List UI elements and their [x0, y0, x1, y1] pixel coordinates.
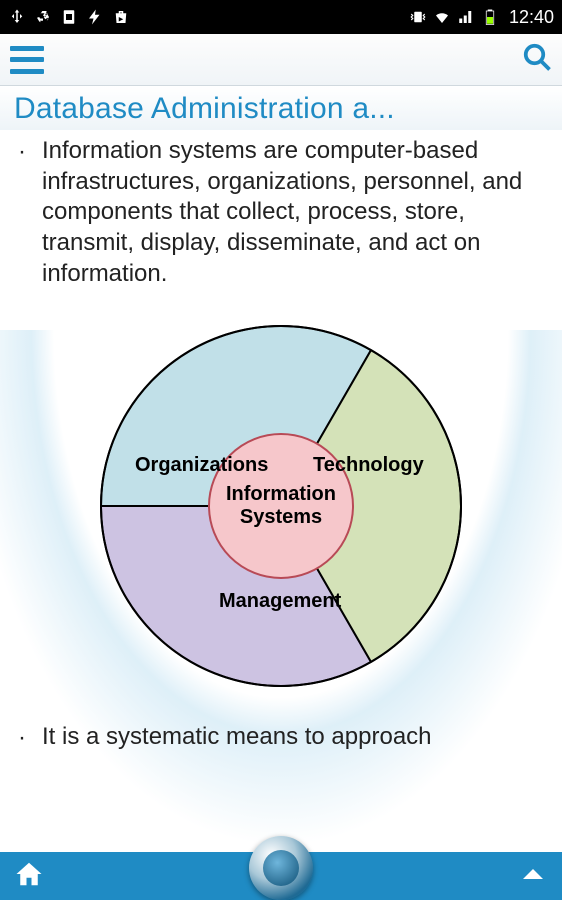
title-row: Database Administration a... [0, 86, 562, 130]
pie-slice-label: Technology [313, 454, 424, 477]
pie-slice-label: Organizations [135, 454, 268, 477]
status-left-icons [8, 8, 130, 26]
status-right-icons: 12:40 [409, 7, 554, 28]
pie-container: Organizations Technology Management Informa… [91, 316, 471, 696]
pie-slice-label: Management [219, 590, 341, 613]
bullet-dot: · [18, 726, 26, 753]
sim-icon [60, 8, 78, 26]
status-clock: 12:40 [509, 7, 554, 28]
wifi-icon [433, 8, 451, 26]
lightning-icon [86, 8, 104, 26]
recycle-icon [34, 8, 52, 26]
page-title: Database Administration a... [0, 86, 562, 128]
bottom-bar [0, 852, 562, 900]
usb-icon [8, 8, 26, 26]
signal-icon [457, 8, 475, 26]
android-status-bar: 12:40 [0, 0, 562, 34]
up-arrow-icon[interactable] [518, 859, 548, 894]
bullet-item: · It is a systematic means to approach [18, 722, 544, 753]
venn-chart: Organizations Technology Management Informa… [18, 316, 544, 696]
pie-center-label: InformationSystems [226, 483, 336, 529]
content-area: · Information systems are computer-based… [0, 130, 562, 852]
center-logo-button[interactable] [249, 836, 313, 900]
bullet-item: · Information systems are computer-based… [18, 136, 544, 290]
battery-icon [481, 8, 499, 26]
search-icon[interactable] [522, 42, 552, 77]
menu-icon[interactable] [10, 46, 44, 74]
vibrate-icon [409, 8, 427, 26]
bullet-text: It is a systematic means to approach [42, 722, 432, 753]
app-bar [0, 34, 562, 86]
bullet-text: Information systems are computer-based i… [42, 136, 544, 290]
home-icon[interactable] [14, 859, 44, 894]
bullet-dot: · [18, 140, 26, 290]
center-logo-inner [263, 850, 299, 886]
shop-icon [112, 8, 130, 26]
